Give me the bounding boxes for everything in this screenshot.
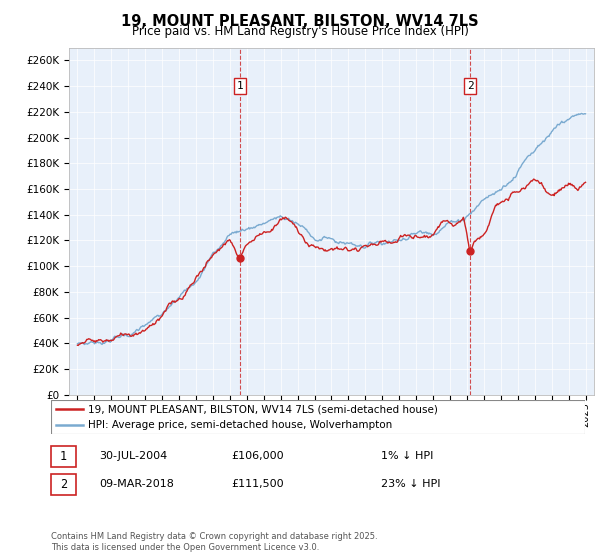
Text: 30-JUL-2004: 30-JUL-2004: [99, 451, 167, 461]
Text: £111,500: £111,500: [231, 479, 284, 489]
Text: 09-MAR-2018: 09-MAR-2018: [99, 479, 174, 489]
Text: HPI: Average price, semi-detached house, Wolverhampton: HPI: Average price, semi-detached house,…: [88, 420, 392, 430]
Text: Contains HM Land Registry data © Crown copyright and database right 2025.
This d: Contains HM Land Registry data © Crown c…: [51, 532, 377, 552]
Text: 23% ↓ HPI: 23% ↓ HPI: [381, 479, 440, 489]
FancyBboxPatch shape: [51, 400, 585, 434]
Text: 1: 1: [60, 450, 67, 463]
Text: 19, MOUNT PLEASANT, BILSTON, WV14 7LS (semi-detached house): 19, MOUNT PLEASANT, BILSTON, WV14 7LS (s…: [88, 404, 438, 414]
Text: Price paid vs. HM Land Registry's House Price Index (HPI): Price paid vs. HM Land Registry's House …: [131, 25, 469, 38]
Text: 2: 2: [467, 81, 473, 91]
Text: £106,000: £106,000: [231, 451, 284, 461]
Text: 1% ↓ HPI: 1% ↓ HPI: [381, 451, 433, 461]
Text: 19, MOUNT PLEASANT, BILSTON, WV14 7LS: 19, MOUNT PLEASANT, BILSTON, WV14 7LS: [121, 14, 479, 29]
Text: 1: 1: [236, 81, 243, 91]
Text: 2: 2: [60, 478, 67, 491]
